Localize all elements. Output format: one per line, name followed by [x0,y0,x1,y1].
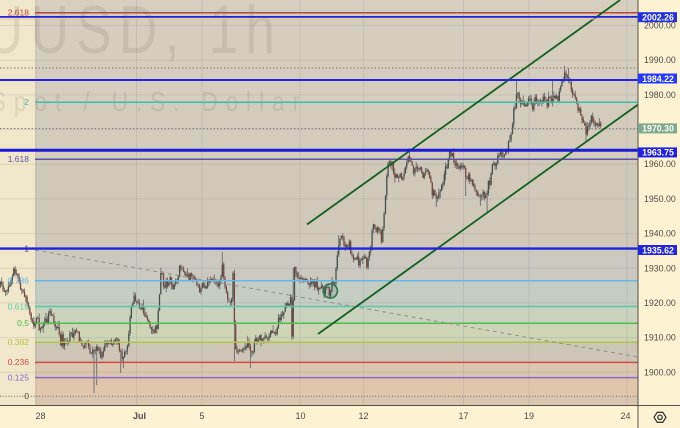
svg-text:1940.00: 1940.00 [644,229,676,239]
svg-text:2: 2 [24,97,29,107]
svg-text:0.5: 0.5 [17,318,29,328]
svg-text:1984.22: 1984.22 [642,74,674,84]
svg-text:0.618: 0.618 [8,301,30,311]
svg-text:1.618: 1.618 [8,154,30,164]
svg-text:1935.62: 1935.62 [642,245,674,255]
svg-text:2002.26: 2002.26 [642,13,674,23]
svg-text:0.382: 0.382 [8,337,30,347]
svg-text:0.236: 0.236 [8,357,30,367]
svg-text:0.786: 0.786 [8,276,30,286]
svg-text:12: 12 [358,411,368,421]
svg-text:1980.00: 1980.00 [644,90,676,100]
svg-text:10: 10 [295,411,305,421]
svg-text:Jul: Jul [133,411,146,421]
svg-text:1960.00: 1960.00 [644,159,676,169]
svg-text:1910.00: 1910.00 [644,333,676,343]
svg-text:1920.00: 1920.00 [644,298,676,308]
svg-text:1900.00: 1900.00 [644,367,676,377]
svg-text:0.125: 0.125 [8,372,30,382]
svg-text:0: 0 [24,391,29,401]
svg-text:1950.00: 1950.00 [644,194,676,204]
svg-text:19: 19 [524,411,534,421]
svg-text:1963.75: 1963.75 [642,148,674,158]
svg-text:1970.30: 1970.30 [642,124,674,134]
svg-text:2000.00: 2000.00 [644,21,676,31]
svg-text:1930.00: 1930.00 [644,263,676,273]
svg-text:1990.00: 1990.00 [644,55,676,65]
svg-text:5: 5 [199,411,204,421]
svg-text:17: 17 [458,411,468,421]
svg-text:24: 24 [620,411,630,421]
svg-text:UUSD, 1h: UUSD, 1h [0,0,282,67]
svg-text:2.618: 2.618 [8,8,30,18]
svg-text:28: 28 [35,411,45,421]
